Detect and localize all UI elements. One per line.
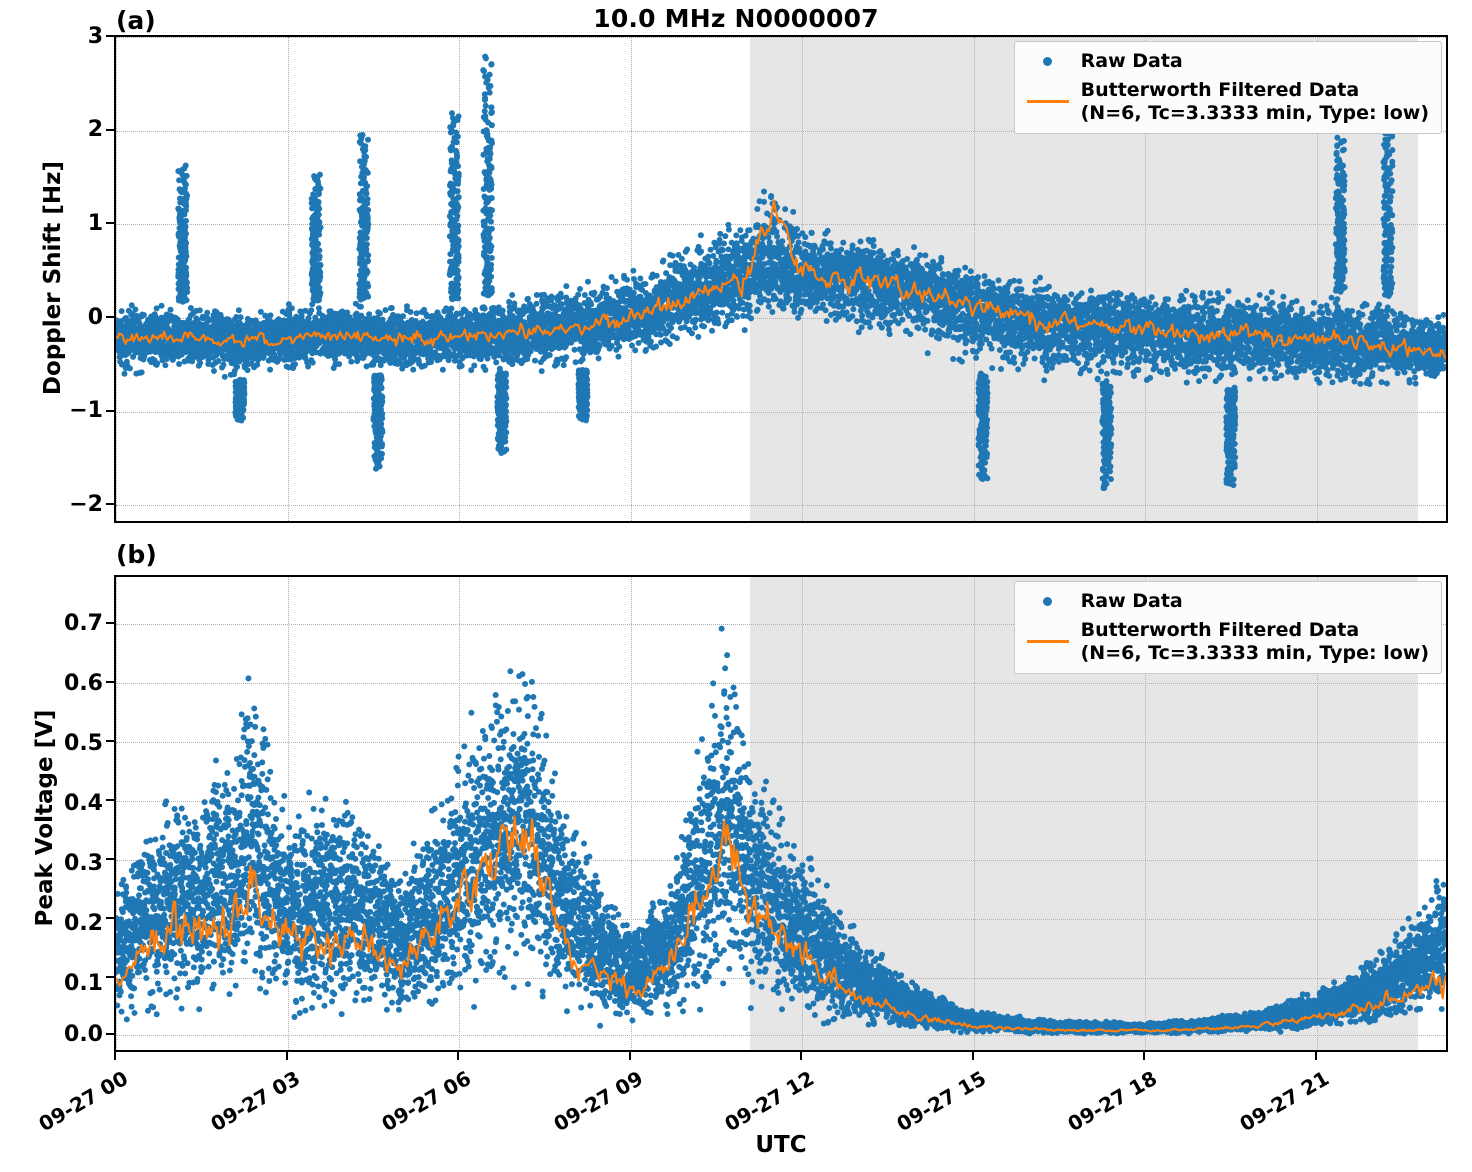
panel-a-ytick-m1: −1 [44,398,103,423]
panel-a-series-canvas [116,53,1446,492]
xtick-label-3: 09-27 09 [524,1066,647,1151]
legend-row-raw: Raw Data [1025,50,1429,72]
gridline [1145,577,1146,1050]
gridline [288,577,289,1050]
gridline [974,577,975,1050]
panel-a-tickmark [106,503,114,505]
gridline [116,801,1446,802]
panel-b-ytick-00: 0.0 [33,1022,103,1047]
panel-a-ylabel: Doppler Shift [Hz] [40,153,66,403]
gridline [802,577,803,1050]
gridline [116,624,1446,625]
legend-label-filtered-2: (N=6, Tc=3.3333 min, Type: low) [1081,102,1429,124]
xtickmark [972,1052,974,1060]
panel-b-ytick-01: 0.1 [33,971,103,996]
gridline [288,37,289,521]
panel-b-ytick-06: 0.6 [33,671,103,696]
filtered-data-line-icon [1025,100,1071,104]
gridline [116,505,1446,506]
panel-b-tag: (b) [116,540,157,569]
panel-a-tickmark [106,410,114,412]
gridline [631,577,632,1050]
panel-b-ytick-04: 0.4 [33,791,103,816]
panel-a-ytick-0: 0 [55,305,103,330]
panel-a-tickmark [106,222,114,224]
panel-b-series-canvas [116,625,1446,1037]
panel-a-ytick-m2: −2 [44,492,103,517]
xtickmark [457,1052,459,1060]
legend-label-filtered-2: (N=6, Tc=3.3333 min, Type: low) [1081,642,1429,664]
gridline [1317,37,1318,521]
panel-a-tickmark [106,316,114,318]
panel-b-plot-area[interactable]: Raw Data Butterworth Filtered Data (N=6,… [114,575,1448,1052]
panel-b-tickmark [106,917,114,919]
gridline [1145,37,1146,521]
gridline [116,37,1446,38]
panel-a-ytick-2: 2 [55,117,103,142]
legend-label-filtered-1: Butterworth Filtered Data [1081,619,1429,641]
filtered-data-line-icon [1025,640,1071,644]
panel-a-tickmark [106,129,114,131]
legend-label-filtered-1: Butterworth Filtered Data [1081,79,1429,101]
xtickmark [114,1052,116,1060]
xtickmark [800,1052,802,1060]
gridline [116,683,1446,684]
panel-b-tickmark [106,799,114,801]
legend-row-filtered: Butterworth Filtered Data (N=6, Tc=3.333… [1025,79,1429,124]
panel-a-ytick-3: 3 [55,24,103,49]
raw-data-marker-icon [1025,56,1071,66]
xtick-label-7: 09-27 21 [1210,1066,1333,1151]
raw-data-marker-icon [1025,596,1071,606]
panel-a-legend: Raw Data Butterworth Filtered Data (N=6,… [1013,41,1442,135]
xtick-label-0: 09-27 00 [9,1066,132,1151]
panel-b-tickmark [106,622,114,624]
gridline [116,131,1446,132]
panel-b-ytick-03: 0.3 [33,851,103,876]
gridline [116,577,117,1050]
xtick-label-5: 09-27 15 [867,1066,990,1151]
figure-title: 10.0 MHz N0000007 [0,4,1472,33]
legend-row-filtered: Butterworth Filtered Data (N=6, Tc=3.333… [1025,619,1429,664]
panel-b-tickmark [106,1033,114,1035]
xtick-label-2: 09-27 06 [352,1066,475,1151]
gridline [1317,577,1318,1050]
panel-b-tickmark [106,740,114,742]
panel-b-tickmark [106,976,114,978]
gridline [116,412,1446,413]
gridline [116,224,1446,225]
xtick-label-6: 09-27 18 [1038,1066,1161,1151]
xtickmark [1315,1052,1317,1060]
gridline [116,1035,1446,1036]
gridline [116,37,117,521]
panel-a-ytick-1: 1 [55,211,103,236]
gridline [116,742,1446,743]
xtickmark [286,1052,288,1060]
xtickmark [1143,1052,1145,1060]
panel-a-plot-area[interactable]: Raw Data Butterworth Filtered Data (N=6,… [114,35,1448,523]
gridline [459,577,460,1050]
panel-b-ytick-05: 0.5 [33,731,103,756]
xtickmark [629,1052,631,1060]
legend-label-raw: Raw Data [1081,50,1183,72]
panel-b-tickmark [106,858,114,860]
xaxis-label: UTC [681,1132,881,1158]
panel-a-tag: (a) [116,6,156,35]
panel-b-ytick-07: 0.7 [33,611,103,636]
panel-b-legend: Raw Data Butterworth Filtered Data (N=6,… [1013,581,1442,675]
legend-row-raw: Raw Data [1025,590,1429,612]
panel-a-tickmark [106,35,114,37]
legend-label-raw: Raw Data [1081,590,1183,612]
xtick-label-1: 09-27 03 [181,1066,304,1151]
gridline [116,318,1446,319]
panel-b-ytick-02: 0.2 [33,911,103,936]
panel-b-tickmark [106,681,114,683]
